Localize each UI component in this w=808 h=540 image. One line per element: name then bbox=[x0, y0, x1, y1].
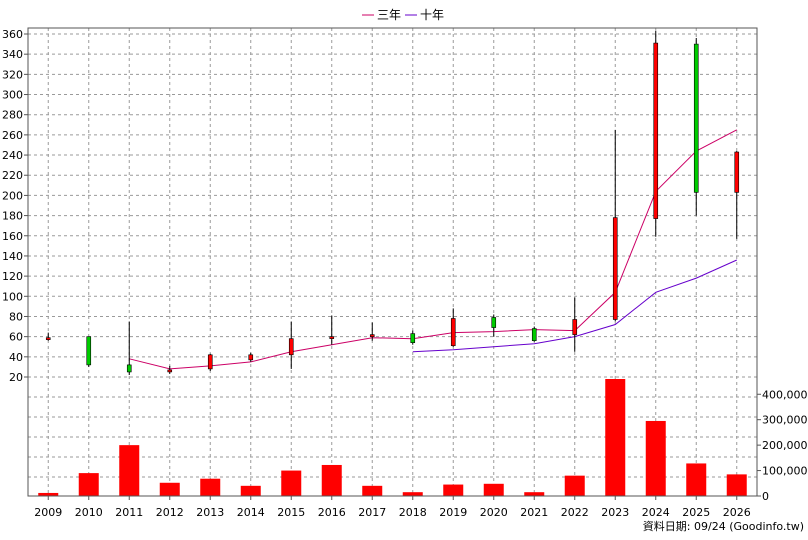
candle-body bbox=[207, 354, 213, 370]
volume-bar bbox=[564, 475, 585, 496]
year-tick-label: 2017 bbox=[358, 506, 386, 519]
year-tick-label: 2009 bbox=[34, 506, 62, 519]
price-tick-label: 280 bbox=[2, 109, 23, 122]
price-tick-label: 180 bbox=[2, 210, 23, 223]
candle-body bbox=[86, 336, 92, 366]
axes: 20 40 60 80 100 120 140 160 180 200 220 240 260 280 30… bbox=[2, 28, 808, 519]
candle-body bbox=[288, 338, 294, 356]
price-tick-label: 80 bbox=[9, 310, 23, 323]
volume-bar bbox=[645, 420, 666, 496]
candle-body bbox=[329, 336, 335, 339]
candle-body bbox=[491, 317, 497, 328]
volume-bar bbox=[159, 482, 180, 496]
year-tick-label: 2013 bbox=[196, 506, 224, 519]
year-tick-label: 2014 bbox=[237, 506, 265, 519]
year-tick-label: 2022 bbox=[561, 506, 589, 519]
legend-label-10y: 十年 bbox=[420, 8, 444, 22]
price-tick-label: 320 bbox=[2, 68, 23, 81]
candle-body bbox=[450, 318, 456, 347]
ma-line bbox=[129, 129, 738, 370]
price-tick-label: 260 bbox=[2, 129, 23, 142]
price-tick-label: 40 bbox=[9, 351, 23, 364]
candle-body bbox=[653, 42, 659, 219]
price-tick-label: 360 bbox=[2, 28, 23, 41]
year-tick-label: 2025 bbox=[682, 506, 710, 519]
volume-bar bbox=[119, 445, 140, 496]
candlesticks bbox=[45, 30, 740, 375]
volume-bar bbox=[402, 492, 423, 496]
volume-bar bbox=[78, 473, 99, 496]
candle-body bbox=[410, 333, 416, 343]
volume-bar bbox=[240, 485, 261, 496]
price-tick-label: 120 bbox=[2, 270, 23, 283]
price-tick-label: 20 bbox=[9, 371, 23, 384]
volume-tick-label: 200,000 bbox=[762, 439, 808, 452]
price-tick-label: 160 bbox=[2, 230, 23, 243]
volume-tick-label: 100,000 bbox=[762, 465, 808, 478]
year-tick-label: 2018 bbox=[399, 506, 427, 519]
candle-body bbox=[572, 319, 578, 335]
price-tick-label: 60 bbox=[9, 331, 23, 344]
year-tick-label: 2020 bbox=[480, 506, 508, 519]
price-tick-label: 220 bbox=[2, 169, 23, 182]
volume-bar bbox=[362, 485, 383, 496]
year-tick-label: 2026 bbox=[723, 506, 751, 519]
price-tick-label: 140 bbox=[2, 250, 23, 263]
candle-body bbox=[693, 43, 699, 193]
candle-body bbox=[369, 334, 375, 337]
candle-body bbox=[45, 337, 51, 340]
candle-body bbox=[126, 364, 132, 373]
volume-bars bbox=[38, 379, 747, 496]
volume-bar bbox=[38, 492, 59, 496]
volume-bar bbox=[200, 478, 221, 496]
volume-bar bbox=[605, 379, 626, 496]
year-tick-label: 2021 bbox=[520, 506, 548, 519]
volume-tick-label: 0 bbox=[762, 490, 769, 503]
candle-body bbox=[167, 369, 173, 373]
candle-body bbox=[531, 328, 537, 341]
volume-bar bbox=[321, 464, 342, 496]
volume-bar bbox=[281, 470, 302, 496]
price-tick-label: 300 bbox=[2, 89, 23, 102]
year-tick-label: 2024 bbox=[642, 506, 670, 519]
price-tick-label: 240 bbox=[2, 149, 23, 162]
price-tick-label: 340 bbox=[2, 48, 23, 61]
legend: 三年 十年 bbox=[362, 8, 444, 22]
candle-body bbox=[734, 151, 740, 193]
year-tick-label: 2012 bbox=[156, 506, 184, 519]
candle-body bbox=[248, 354, 254, 361]
year-tick-label: 2010 bbox=[75, 506, 103, 519]
volume-bar bbox=[686, 463, 707, 496]
volume-tick-label: 300,000 bbox=[762, 414, 808, 427]
data-date-footer: 資料日期: 09/24 (Goodinfo.tw) bbox=[643, 519, 804, 533]
year-tick-label: 2016 bbox=[318, 506, 346, 519]
year-tick-label: 2011 bbox=[115, 506, 143, 519]
grid bbox=[28, 28, 757, 496]
plot-frame bbox=[27, 27, 758, 497]
year-tick-label: 2015 bbox=[277, 506, 305, 519]
volume-bar bbox=[524, 492, 545, 496]
price-tick-label: 100 bbox=[2, 290, 23, 303]
volume-bar bbox=[483, 483, 504, 496]
candle-body bbox=[612, 217, 618, 320]
volume-bar bbox=[726, 474, 747, 496]
year-tick-label: 2023 bbox=[601, 506, 629, 519]
year-tick-label: 2019 bbox=[439, 506, 467, 519]
volume-tick-label: 400,000 bbox=[762, 388, 808, 401]
moving-average-lines bbox=[129, 129, 738, 370]
legend-label-3y: 三年 bbox=[377, 8, 401, 22]
volume-bar bbox=[443, 484, 464, 496]
price-tick-label: 200 bbox=[2, 189, 23, 202]
